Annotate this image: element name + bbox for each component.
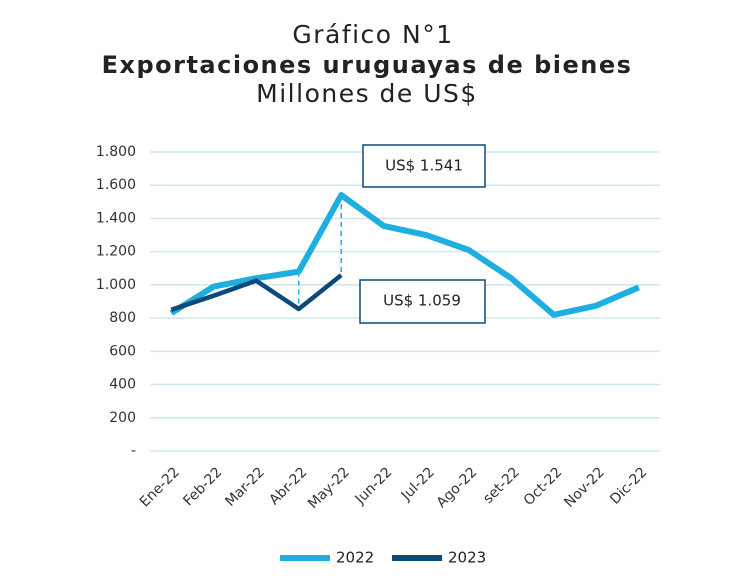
y-tick-label: 800 [109, 310, 136, 326]
x-tick-label: set-22 [480, 464, 523, 507]
y-tick-label: 1.800 [96, 144, 136, 160]
x-tick-label: Jul-22 [398, 464, 438, 504]
legend-label: 2023 [448, 549, 486, 567]
annotation: US$ 1.059 [383, 292, 461, 310]
x-tick-label: Abr-22 [266, 464, 310, 508]
x-tick-label: Oct-22 [521, 464, 566, 509]
y-tick-label: 1.200 [96, 244, 136, 260]
y-tick-label: 600 [109, 343, 136, 359]
series-line [170, 273, 343, 312]
x-tick-label: Ene-22 [137, 464, 183, 510]
y-tick-label: 200 [109, 410, 136, 426]
chart-title: Gráfico N°1 [292, 20, 453, 49]
chart-subtitle: Exportaciones uruguayas de bienes [102, 51, 633, 79]
annotation-box [359, 279, 486, 324]
y-tick-label: 1.400 [96, 210, 136, 226]
x-tick-label: Nov-22 [561, 464, 608, 511]
annotation: US$ 1.541 [385, 157, 463, 175]
y-axis-label: Millones de US$ [256, 79, 478, 108]
y-tick-label: 400 [109, 377, 136, 393]
x-tick-label: May-22 [305, 464, 353, 512]
y-tick-label: - [131, 443, 136, 459]
legend-label: 2022 [336, 549, 374, 567]
x-tick-label: Jun-22 [352, 464, 396, 508]
y-tick-label: 1.000 [96, 277, 136, 293]
x-tick-label: Dic-22 [607, 464, 650, 507]
annotation-box [362, 144, 486, 188]
y-tick-label: 1.600 [96, 177, 136, 193]
x-tick-label: Feb-22 [180, 464, 225, 509]
x-tick-label: Ago-22 [434, 464, 481, 511]
series-line [169, 192, 640, 318]
x-tick-label: Mar-22 [222, 464, 268, 510]
